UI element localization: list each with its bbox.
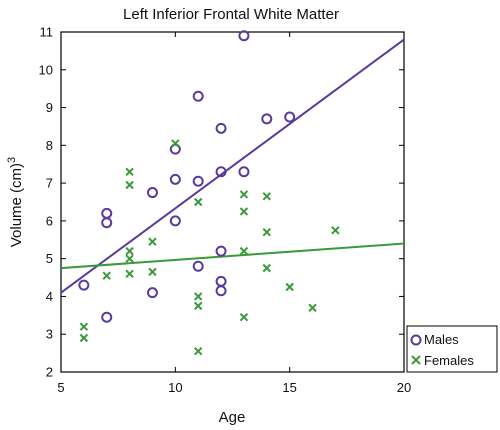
- point-s1-20: [262, 228, 272, 237]
- legend-females-marker: [411, 355, 421, 365]
- legend: Males Females: [406, 325, 498, 373]
- y-tick-label-5: 7: [46, 176, 53, 191]
- point-s1-19: [262, 263, 272, 273]
- y-tick-label-2: 4: [46, 289, 53, 304]
- y-tick-label-8: 10: [39, 62, 53, 77]
- point-s1-13: [193, 292, 203, 301]
- point-s1-3: [125, 269, 134, 278]
- point-s0-17: [238, 166, 250, 178]
- point-s0-14: [215, 245, 227, 257]
- point-s1-14: [193, 197, 203, 207]
- point-s0-11: [192, 90, 204, 102]
- y-tick-label-1: 3: [46, 327, 53, 342]
- point-s0-1: [101, 311, 113, 323]
- legend-box: [406, 325, 498, 373]
- point-s0-15: [215, 166, 227, 178]
- y-tick-label-0: 2: [46, 365, 53, 380]
- point-s0-18: [238, 30, 250, 42]
- point-s1-12: [193, 301, 203, 311]
- y-axis-label-main: Volume (cm): [8, 163, 25, 247]
- y-tick-label-7: 9: [46, 100, 53, 115]
- x-tick-label-3: 20: [397, 380, 411, 395]
- point-s1-8: [148, 267, 157, 277]
- legend-males-marker: [410, 334, 422, 346]
- point-s1-21: [262, 192, 272, 201]
- axis-ticks: 5 10 15 20 2 3 4 5 6 7 8 9 10 11: [39, 25, 412, 396]
- y-tick-label-6: 8: [46, 138, 53, 153]
- point-s1-5: [125, 246, 134, 256]
- point-s0-7: [169, 173, 181, 185]
- x-tick-label-2: 15: [282, 380, 296, 395]
- data-points: [78, 30, 340, 356]
- point-s0-13: [215, 275, 227, 287]
- legend-females-label: Females: [424, 353, 474, 368]
- point-s0-16: [215, 122, 227, 134]
- point-s1-15: [239, 313, 249, 322]
- point-s1-2: [102, 271, 111, 280]
- point-s0-3: [101, 207, 113, 219]
- point-s1-0: [79, 333, 89, 343]
- point-s1-16: [239, 246, 249, 256]
- point-s1-9: [148, 237, 157, 246]
- fit-line-0: [60, 38, 405, 294]
- plot-frame: [60, 31, 405, 373]
- x-tick-label-0: 5: [57, 380, 64, 395]
- y-axis-label-superscript: 3: [6, 157, 18, 163]
- y-tick-label-4: 6: [46, 213, 53, 228]
- point-s0-19: [261, 113, 273, 125]
- point-s1-7: [125, 167, 134, 176]
- point-s0-20: [284, 111, 296, 123]
- point-s1-10: [171, 139, 180, 148]
- point-s0-6: [169, 215, 181, 227]
- chart-title: Left Inferior Frontal White Matter: [123, 6, 339, 23]
- point-s1-23: [308, 303, 317, 312]
- fit-lines: [60, 38, 405, 294]
- point-s0-4: [146, 287, 158, 299]
- x-axis-label: Age: [219, 409, 246, 426]
- point-s0-9: [192, 260, 204, 272]
- legend-males-label: Males: [424, 332, 459, 347]
- y-axis-label: Volume (cm)3: [6, 157, 25, 247]
- point-s1-6: [125, 180, 134, 190]
- point-s1-22: [285, 282, 294, 292]
- fit-line-1: [60, 242, 405, 270]
- point-s0-5: [146, 187, 158, 199]
- point-s0-0: [78, 279, 90, 291]
- x-tick-label-1: 10: [168, 380, 182, 395]
- point-s1-24: [331, 226, 340, 235]
- point-s1-11: [193, 347, 203, 356]
- point-s0-2: [101, 217, 113, 229]
- point-s1-17: [239, 207, 249, 216]
- y-tick-label-9: 11: [40, 25, 54, 40]
- point-s1-18: [239, 190, 249, 199]
- y-tick-label-3: 5: [46, 251, 53, 266]
- point-s1-4: [125, 254, 134, 263]
- point-s0-10: [192, 175, 204, 187]
- point-s0-12: [215, 285, 227, 297]
- point-s1-1: [79, 322, 89, 331]
